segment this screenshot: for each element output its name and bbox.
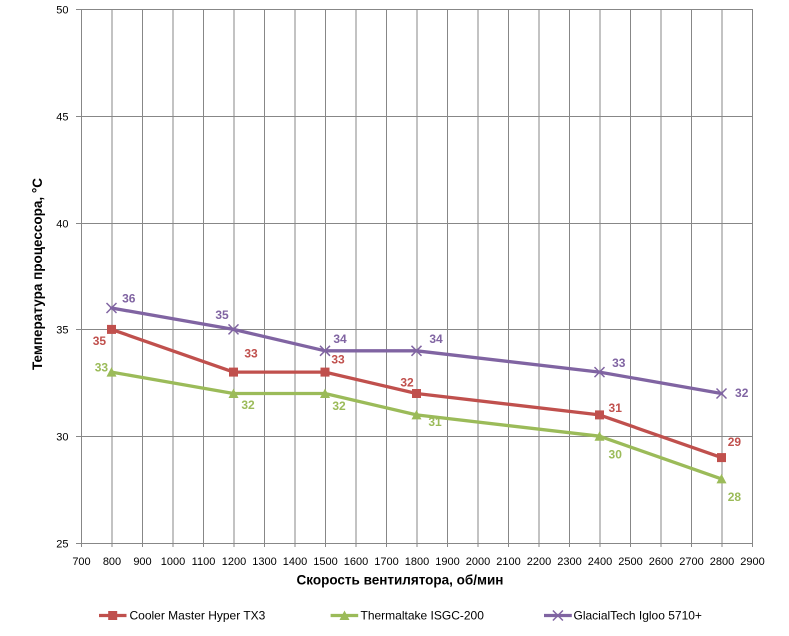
svg-text:31: 31 <box>428 415 442 429</box>
svg-text:31: 31 <box>609 401 623 415</box>
svg-text:1000: 1000 <box>161 556 185 568</box>
svg-text:25: 25 <box>56 539 68 551</box>
svg-text:900: 900 <box>133 556 151 568</box>
svg-text:1100: 1100 <box>192 556 216 568</box>
svg-text:1700: 1700 <box>374 556 398 568</box>
svg-text:2000: 2000 <box>466 556 490 568</box>
svg-text:2400: 2400 <box>588 556 612 568</box>
svg-text:35: 35 <box>93 334 107 348</box>
svg-text:700: 700 <box>72 556 90 568</box>
svg-text:35: 35 <box>56 325 68 337</box>
svg-text:1500: 1500 <box>313 556 337 568</box>
svg-text:34: 34 <box>429 332 443 346</box>
svg-text:35: 35 <box>215 308 229 322</box>
svg-text:1200: 1200 <box>222 556 246 568</box>
svg-text:30: 30 <box>609 448 623 462</box>
svg-text:1400: 1400 <box>283 556 307 568</box>
svg-text:2700: 2700 <box>679 556 703 568</box>
svg-text:33: 33 <box>612 356 626 370</box>
svg-text:34: 34 <box>333 332 347 346</box>
svg-text:30: 30 <box>56 432 68 444</box>
svg-text:Скорость вентилятора, об/мин: Скорость вентилятора, об/мин <box>297 573 504 588</box>
svg-text:Температура процессора, °C: Температура процессора, °C <box>30 178 45 370</box>
svg-text:2100: 2100 <box>496 556 520 568</box>
svg-text:1800: 1800 <box>405 556 429 568</box>
svg-text:800: 800 <box>103 556 121 568</box>
svg-text:33: 33 <box>95 361 109 375</box>
svg-text:2300: 2300 <box>557 556 581 568</box>
svg-text:2600: 2600 <box>649 556 673 568</box>
svg-text:33: 33 <box>244 347 258 361</box>
svg-text:50: 50 <box>56 5 68 17</box>
svg-text:40: 40 <box>56 219 68 231</box>
svg-text:36: 36 <box>122 292 136 306</box>
svg-text:1300: 1300 <box>252 556 276 568</box>
svg-text:33: 33 <box>331 353 345 367</box>
svg-text:Cooler Master Hyper TX3: Cooler Master Hyper TX3 <box>130 609 266 623</box>
svg-text:28: 28 <box>728 490 742 504</box>
svg-text:2200: 2200 <box>527 556 551 568</box>
svg-text:32: 32 <box>735 386 749 400</box>
svg-text:32: 32 <box>241 398 255 412</box>
svg-text:45: 45 <box>56 112 68 124</box>
svg-text:1600: 1600 <box>344 556 368 568</box>
svg-text:Thermaltake ISGC-200: Thermaltake ISGC-200 <box>361 609 485 623</box>
svg-text:2800: 2800 <box>710 556 734 568</box>
svg-text:29: 29 <box>728 435 742 449</box>
svg-text:32: 32 <box>332 399 346 413</box>
svg-text:32: 32 <box>400 376 414 390</box>
svg-text:2500: 2500 <box>618 556 642 568</box>
svg-text:1900: 1900 <box>435 556 459 568</box>
svg-text:GlacialTech Igloo 5710+: GlacialTech Igloo 5710+ <box>574 609 702 623</box>
svg-text:2900: 2900 <box>740 556 764 568</box>
